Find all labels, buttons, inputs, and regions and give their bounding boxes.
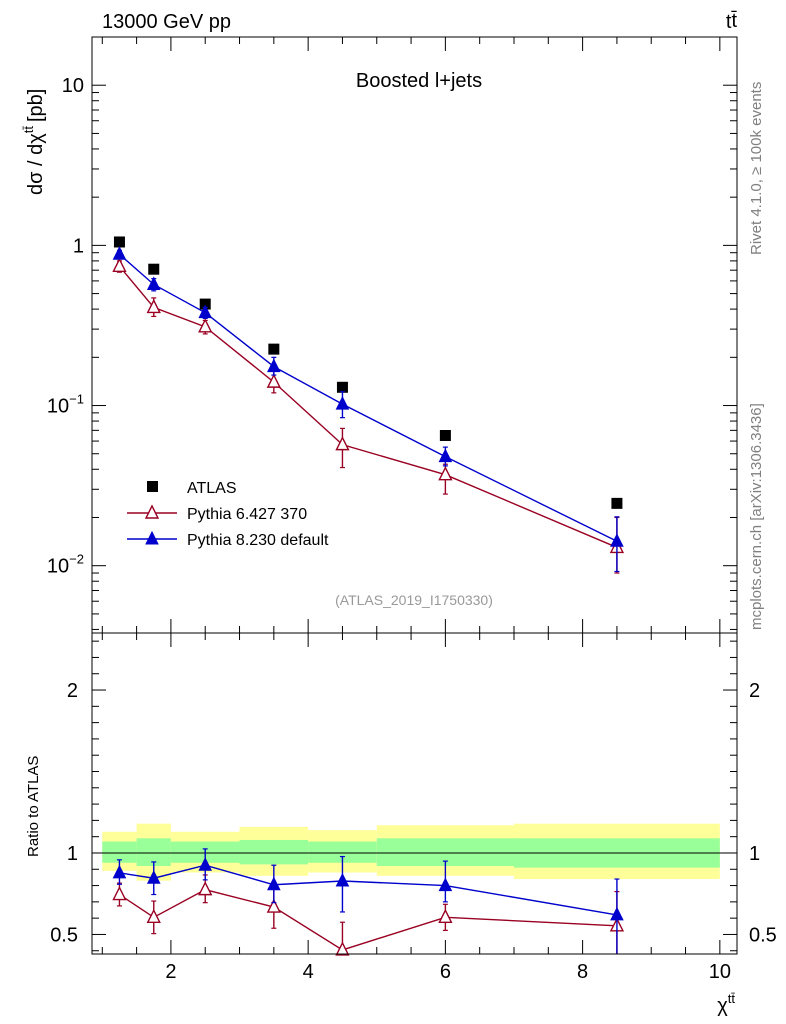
main-pythia8-point [112, 246, 127, 260]
ratio-band-inner [102, 841, 137, 863]
legend: ATLAS Pythia 6.427 370 Pythia 8.230 defa… [127, 480, 329, 549]
main-pythia6-point [146, 298, 161, 314]
ratio-series [112, 848, 625, 956]
main-pythia8-point [267, 358, 281, 373]
main-atlas-point [611, 497, 623, 509]
ratio-xtick-label: 8 [577, 961, 588, 983]
legend-pythia6-label: Pythia 6.427 370 [187, 506, 307, 523]
main-pythia8-point [438, 448, 453, 463]
ratio-pythia6-line [119, 888, 617, 951]
legend-atlas-label: ATLAS [187, 480, 237, 497]
main-pythia8-point [335, 396, 350, 410]
main-ylabel-unit: [pb] [25, 89, 47, 122]
legend-pythia8-label: Pythia 8.230 default [187, 532, 329, 549]
ratio-pythia8-point [335, 872, 350, 887]
main-title: Boosted l+jets [356, 70, 482, 92]
ratio-frame [91, 632, 738, 955]
process-label-bar: t̄ [731, 10, 737, 32]
legend-pythia8-marker [145, 530, 159, 545]
energy-label: 13000 GeV pp [102, 11, 231, 33]
main-pythia6-point [198, 318, 213, 333]
ratio-pythia6-point [112, 885, 127, 901]
main-pythia8-line [118, 253, 618, 542]
main-ytick-label-base: 10 [47, 556, 69, 578]
ratio-xlabel-text: χ [717, 995, 728, 1017]
ratio-ytick-label-right: 2 [749, 680, 760, 702]
process-label-base: t [726, 11, 732, 33]
mcplots-label: mcplots.cern.ch [arXiv:1306.3436] [748, 403, 765, 630]
main-ytick-label-exp: −1 [69, 392, 84, 407]
main-pythia6-point [266, 373, 281, 388]
ratio-band-inner [308, 841, 377, 863]
main-atlas-point [148, 263, 160, 275]
ratio-xtick-label: 6 [440, 961, 451, 983]
ratio-pythia8-point [610, 906, 624, 921]
ratio-xlabel-sup: tt̄ [728, 991, 736, 1006]
legend-pythia6-marker [144, 504, 160, 519]
main-ytick-label-exp: −2 [69, 552, 84, 567]
main-pythia8-point [610, 533, 624, 547]
ratio-band-inner [239, 839, 309, 865]
ratio-panel: 0.5 0.5 1 1 2 2 2 4 6 8 10 Ratio to ATLAS χtt̄ [25, 632, 777, 1017]
ratio-ytick-label-left: 2 [67, 680, 78, 702]
ratio-ytick-label-left: 0.5 [50, 924, 78, 946]
main-ytick-label: 10 [62, 75, 84, 97]
ratio-pythia6-point [146, 908, 161, 924]
main-ylabel: dσ / dχtt̄ [pb] [21, 89, 47, 195]
ratio-ytick-label-right: 0.5 [749, 924, 777, 946]
main-pythia6-point [335, 436, 350, 451]
ratio-pythia6-point [335, 941, 350, 956]
main-pythia8-point [146, 276, 161, 290]
process-label: tt̄ [726, 10, 738, 33]
ratio-xlabel: χtt̄ [717, 991, 735, 1017]
ratio-axes-ticks: 0.5 0.5 1 1 2 2 2 4 6 8 10 [50, 633, 777, 983]
main-atlas-point [268, 343, 280, 355]
main-ytick-label-base: 1 [73, 235, 84, 257]
main-series [112, 236, 625, 574]
main-pythia6-point [112, 257, 127, 273]
rivet-label: Rivet 4.1.0, ≥ 100k events [748, 82, 765, 255]
ratio-pythia8-point [146, 870, 161, 884]
ratio-xtick-label: 10 [709, 961, 731, 983]
ratio-pythia8-point [198, 857, 213, 871]
main-atlas-point [199, 298, 211, 310]
ratio-ytick-label-left: 1 [67, 843, 78, 865]
main-atlas-point [113, 236, 125, 248]
main-ytick-label: 1 [73, 235, 84, 257]
main-ytick-label-base: 10 [62, 75, 84, 97]
ratio-xtick-label: 4 [303, 961, 314, 983]
ratio-pythia6-point [198, 881, 213, 896]
ratio-pythia8-point [438, 877, 453, 892]
ratio-pythia8-point [267, 876, 281, 891]
main-ytick-label: 10−2 [47, 552, 84, 578]
main-pythia6-point [438, 466, 453, 481]
ratio-pythia6-point [266, 898, 281, 913]
ratio-pythia6-point [438, 908, 453, 924]
legend-atlas-marker [147, 481, 158, 492]
ratio-xtick-label: 2 [165, 961, 176, 983]
main-ylabel-sup: tt̄ [21, 126, 36, 134]
ratio-ylabel: Ratio to ATLAS [25, 756, 42, 857]
main-ytick-label: 10−1 [47, 392, 84, 418]
main-ytick-label-base: 10 [47, 396, 69, 418]
ratio-bands [92, 823, 737, 881]
ratio-pythia8-point [112, 864, 127, 879]
main-atlas-point [439, 430, 451, 442]
main-ylabel-text: dσ / dχ [25, 133, 47, 195]
main-atlas-point [336, 381, 348, 393]
main-pythia8-point [198, 304, 213, 319]
analysis-watermark: (ATLAS_2019_I1750330) [335, 592, 493, 608]
ratio-ytick-label-right: 1 [749, 843, 760, 865]
